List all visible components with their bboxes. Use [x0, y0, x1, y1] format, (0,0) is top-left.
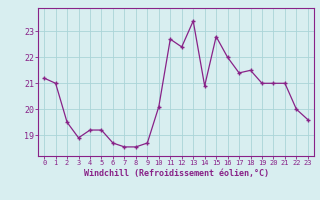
X-axis label: Windchill (Refroidissement éolien,°C): Windchill (Refroidissement éolien,°C)	[84, 169, 268, 178]
